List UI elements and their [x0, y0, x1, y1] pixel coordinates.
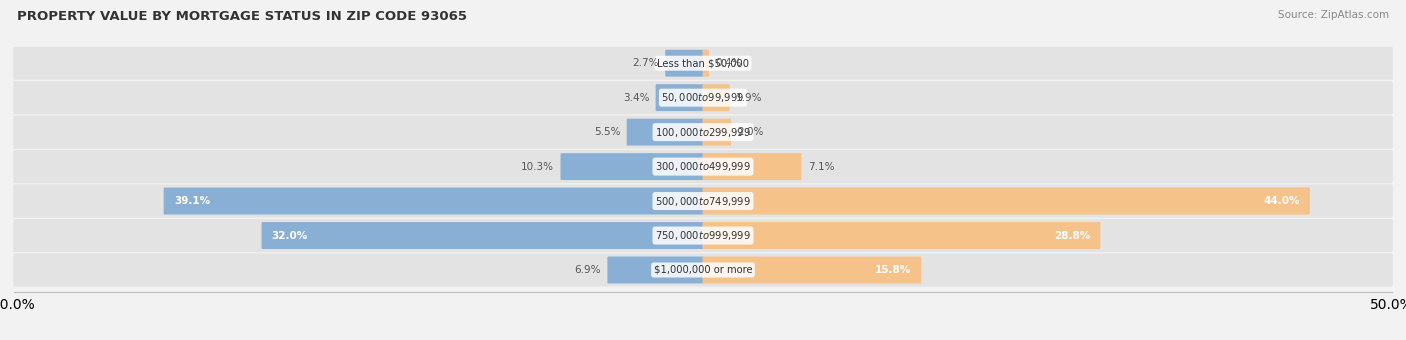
Text: $500,000 to $749,999: $500,000 to $749,999 — [655, 194, 751, 207]
Text: 2.0%: 2.0% — [738, 127, 763, 137]
Text: 1.9%: 1.9% — [737, 93, 762, 103]
FancyBboxPatch shape — [627, 119, 703, 146]
FancyBboxPatch shape — [703, 153, 801, 180]
FancyBboxPatch shape — [13, 185, 1393, 218]
FancyBboxPatch shape — [703, 84, 730, 111]
FancyBboxPatch shape — [703, 222, 1101, 249]
Text: 39.1%: 39.1% — [174, 196, 209, 206]
FancyBboxPatch shape — [13, 150, 1393, 183]
FancyBboxPatch shape — [13, 253, 1393, 287]
Text: 28.8%: 28.8% — [1054, 231, 1090, 240]
FancyBboxPatch shape — [561, 153, 703, 180]
Text: $750,000 to $999,999: $750,000 to $999,999 — [655, 229, 751, 242]
FancyBboxPatch shape — [665, 50, 703, 76]
FancyBboxPatch shape — [607, 257, 703, 284]
FancyBboxPatch shape — [655, 84, 703, 111]
FancyBboxPatch shape — [13, 219, 1393, 252]
FancyBboxPatch shape — [13, 81, 1393, 114]
Text: $50,000 to $99,999: $50,000 to $99,999 — [661, 91, 745, 104]
FancyBboxPatch shape — [703, 257, 921, 284]
FancyBboxPatch shape — [703, 50, 709, 76]
Text: 2.7%: 2.7% — [633, 58, 659, 68]
Text: 3.4%: 3.4% — [623, 93, 650, 103]
Text: 6.9%: 6.9% — [575, 265, 600, 275]
Text: 0.4%: 0.4% — [716, 58, 742, 68]
FancyBboxPatch shape — [262, 222, 703, 249]
Text: PROPERTY VALUE BY MORTGAGE STATUS IN ZIP CODE 93065: PROPERTY VALUE BY MORTGAGE STATUS IN ZIP… — [17, 10, 467, 23]
Text: 32.0%: 32.0% — [271, 231, 308, 240]
FancyBboxPatch shape — [163, 188, 703, 215]
Text: 44.0%: 44.0% — [1263, 196, 1299, 206]
FancyBboxPatch shape — [703, 188, 1310, 215]
FancyBboxPatch shape — [703, 119, 731, 146]
Text: $300,000 to $499,999: $300,000 to $499,999 — [655, 160, 751, 173]
Text: $100,000 to $299,999: $100,000 to $299,999 — [655, 126, 751, 139]
Text: $1,000,000 or more: $1,000,000 or more — [654, 265, 752, 275]
Text: 10.3%: 10.3% — [522, 162, 554, 172]
Text: Source: ZipAtlas.com: Source: ZipAtlas.com — [1278, 10, 1389, 20]
Text: 5.5%: 5.5% — [593, 127, 620, 137]
Text: Less than $50,000: Less than $50,000 — [657, 58, 749, 68]
FancyBboxPatch shape — [13, 47, 1393, 80]
FancyBboxPatch shape — [13, 116, 1393, 149]
Text: 7.1%: 7.1% — [807, 162, 834, 172]
Text: 15.8%: 15.8% — [875, 265, 911, 275]
